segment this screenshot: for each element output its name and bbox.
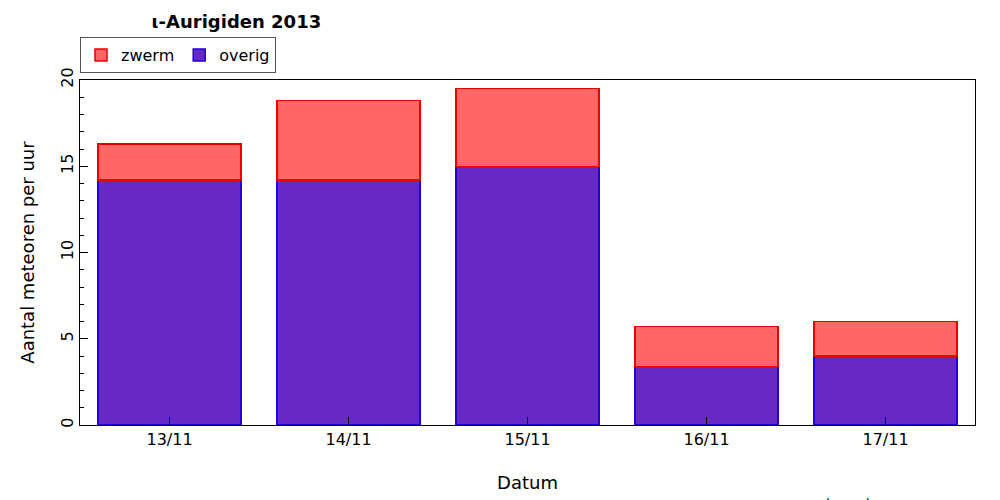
- svg-text:hemel.waarnemen.com: hemel.waarnemen.com: [826, 496, 991, 500]
- svg-text:0: 0: [58, 418, 77, 428]
- svg-text:10: 10: [58, 240, 77, 260]
- svg-text:overig: overig: [219, 46, 269, 65]
- svg-text:13/11: 13/11: [146, 430, 192, 449]
- svg-text:17/11: 17/11: [862, 430, 908, 449]
- svg-text:zwerm: zwerm: [121, 46, 174, 65]
- svg-text:5: 5: [58, 331, 77, 341]
- svg-text:Datum: Datum: [497, 472, 558, 493]
- svg-text:15/11: 15/11: [504, 430, 550, 449]
- svg-text:14/11: 14/11: [325, 430, 371, 449]
- svg-text:Aantal meteoren per uur: Aantal meteoren per uur: [17, 141, 38, 364]
- svg-text:16/11: 16/11: [683, 430, 729, 449]
- svg-text:ι-Aurigiden 2013: ι-Aurigiden 2013: [152, 11, 322, 32]
- svg-text:15: 15: [58, 154, 77, 174]
- svg-text:20: 20: [58, 67, 77, 87]
